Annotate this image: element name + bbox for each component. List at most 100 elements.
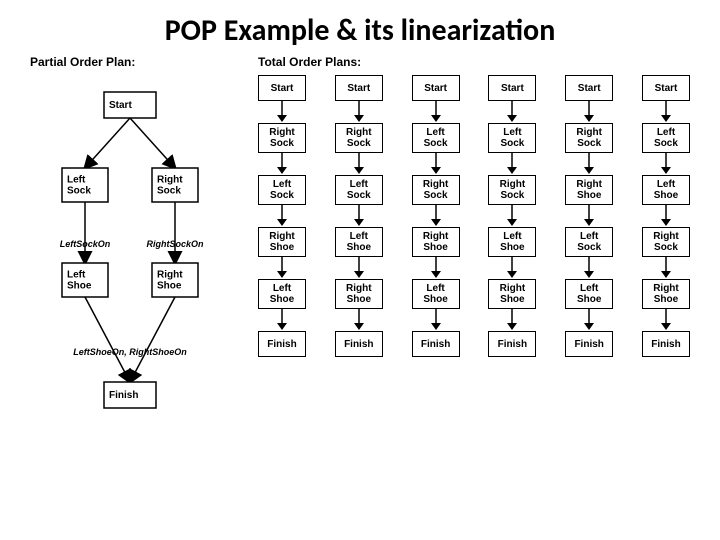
down-arrow-icon — [660, 205, 672, 227]
chain-node: RightSock — [335, 123, 383, 153]
svg-text:Sock: Sock — [157, 186, 181, 197]
down-arrow-icon — [583, 309, 595, 331]
chain-node: LeftSock — [412, 123, 460, 153]
chain-node: RightSock — [412, 175, 460, 205]
page-title: POP Example & its linearization — [30, 12, 690, 49]
chain-node: RightShoe — [642, 279, 690, 309]
partial-order-label: Partial Order Plan: — [30, 55, 230, 69]
svg-text:Right: Right — [157, 175, 183, 186]
chain-node: LeftSock — [258, 175, 306, 205]
node-finish: Finish — [104, 382, 156, 408]
chain-node: LeftShoe — [258, 279, 306, 309]
svg-text:Left: Left — [67, 175, 86, 186]
chain-node: RightSock — [488, 175, 536, 205]
chain-2: Start RightSock LeftSock LeftShoe RightS… — [335, 75, 383, 357]
down-arrow-icon — [276, 309, 288, 331]
chain-node: RightShoe — [488, 279, 536, 309]
partial-order-section: Partial Order Plan: StartLeftSockRightSo… — [30, 55, 230, 475]
down-arrow-icon — [660, 101, 672, 123]
down-arrow-icon — [353, 101, 365, 123]
chain-node: RightShoe — [258, 227, 306, 257]
chain-node: RightSock — [642, 227, 690, 257]
down-arrow-icon — [353, 205, 365, 227]
chain-node: LeftShoe — [335, 227, 383, 257]
chain-node: RightSock — [565, 123, 613, 153]
down-arrow-icon — [506, 257, 518, 279]
node-rshoe: RightShoe — [152, 263, 198, 297]
down-arrow-icon — [353, 257, 365, 279]
down-arrow-icon — [430, 205, 442, 227]
chain-node: Start — [565, 75, 613, 101]
down-arrow-icon — [583, 101, 595, 123]
edge-label: RightSockOn — [146, 239, 204, 249]
chain-node: RightSock — [258, 123, 306, 153]
down-arrow-icon — [506, 101, 518, 123]
chain-node: Finish — [412, 331, 460, 357]
down-arrow-icon — [430, 153, 442, 175]
edge — [85, 118, 130, 168]
down-arrow-icon — [506, 153, 518, 175]
chain-6: Start LeftSock LeftShoe RightSock RightS… — [642, 75, 690, 357]
chain-node: RightShoe — [335, 279, 383, 309]
down-arrow-icon — [506, 309, 518, 331]
chain-node: RightShoe — [565, 175, 613, 205]
svg-text:Sock: Sock — [67, 186, 91, 197]
down-arrow-icon — [276, 153, 288, 175]
chain-1: Start RightSock LeftSock RightShoe LeftS… — [258, 75, 306, 357]
down-arrow-icon — [506, 205, 518, 227]
chain-node: LeftShoe — [565, 279, 613, 309]
chain-node: Finish — [258, 331, 306, 357]
chain-node: Finish — [488, 331, 536, 357]
svg-text:Finish: Finish — [109, 390, 138, 401]
chain-node: Finish — [335, 331, 383, 357]
chain-node: RightShoe — [412, 227, 460, 257]
down-arrow-icon — [430, 309, 442, 331]
down-arrow-icon — [430, 257, 442, 279]
down-arrow-icon — [660, 153, 672, 175]
svg-text:Shoe: Shoe — [67, 281, 92, 292]
down-arrow-icon — [353, 153, 365, 175]
chain-node: Start — [642, 75, 690, 101]
chain-node: LeftSock — [335, 175, 383, 205]
chain-node: LeftShoe — [412, 279, 460, 309]
chain-node: LeftSock — [565, 227, 613, 257]
node-lsock: LeftSock — [62, 168, 108, 202]
svg-text:Right: Right — [157, 270, 183, 281]
node-start: Start — [104, 92, 156, 118]
edge-label: LeftSockOn — [60, 239, 111, 249]
down-arrow-icon — [660, 257, 672, 279]
down-arrow-icon — [276, 101, 288, 123]
chain-node: LeftSock — [642, 123, 690, 153]
chain-node: Start — [335, 75, 383, 101]
svg-text:Start: Start — [109, 100, 132, 111]
chain-node: Start — [488, 75, 536, 101]
chain-node: LeftSock — [488, 123, 536, 153]
down-arrow-icon — [276, 257, 288, 279]
edge-label: LeftShoeOn, RightShoeOn — [73, 347, 187, 357]
chain-node: Finish — [565, 331, 613, 357]
down-arrow-icon — [430, 101, 442, 123]
down-arrow-icon — [276, 205, 288, 227]
svg-text:Shoe: Shoe — [157, 281, 182, 292]
total-order-chains: Start RightSock LeftSock RightShoe LeftS… — [258, 75, 690, 357]
down-arrow-icon — [660, 309, 672, 331]
edge — [85, 297, 130, 382]
chain-node: Start — [258, 75, 306, 101]
chain-3: Start LeftSock RightSock RightShoe LeftS… — [412, 75, 460, 357]
svg-text:Left: Left — [67, 270, 86, 281]
down-arrow-icon — [583, 153, 595, 175]
chain-node: Finish — [642, 331, 690, 357]
total-order-label: Total Order Plans: — [258, 55, 690, 69]
chain-5: Start RightSock RightShoe LeftSock LeftS… — [565, 75, 613, 357]
node-rsock: RightSock — [152, 168, 198, 202]
down-arrow-icon — [353, 309, 365, 331]
chain-node: LeftShoe — [488, 227, 536, 257]
chain-node: Start — [412, 75, 460, 101]
partial-order-diagram: StartLeftSockRightSockLeftShoeRightShoeF… — [30, 75, 230, 475]
edge — [130, 118, 175, 168]
diagram-container: Partial Order Plan: StartLeftSockRightSo… — [30, 55, 690, 475]
down-arrow-icon — [583, 257, 595, 279]
chain-4: Start LeftSock RightSock LeftShoe RightS… — [488, 75, 536, 357]
chain-node: LeftShoe — [642, 175, 690, 205]
edge — [130, 297, 175, 382]
